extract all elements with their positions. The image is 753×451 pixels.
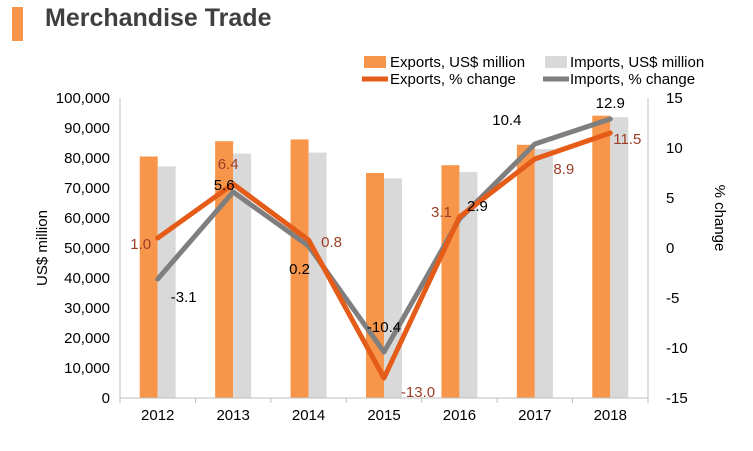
exports-pct-label-2016: 3.1 bbox=[431, 204, 452, 221]
exports-pct-label-2013: 6.4 bbox=[218, 156, 239, 173]
x-tick-label: 2018 bbox=[594, 407, 627, 424]
exports-bar-2014 bbox=[290, 139, 309, 398]
legend-label-imports-line: Imports, % change bbox=[570, 71, 695, 88]
y2-tick-label: 15 bbox=[666, 90, 683, 107]
imports-bar-2017 bbox=[534, 149, 553, 398]
legend-label-imports-bar: Imports, US$ million bbox=[570, 54, 704, 71]
y2-tick-label: -10 bbox=[666, 340, 688, 357]
y-tick-label: 60,000 bbox=[64, 210, 110, 227]
exports-pct-line bbox=[155, 130, 613, 381]
exports-bar-2017 bbox=[516, 144, 535, 398]
x-tick-label: 2015 bbox=[367, 407, 400, 424]
imports-bar-2012 bbox=[157, 166, 176, 398]
axes-layer: 0 10,000 20,000 30,000 40,000 50,000 60,000 70,… bbox=[34, 90, 728, 424]
y-tick-label: 0 bbox=[102, 390, 110, 407]
imports-pct-label-2017: 10.4 bbox=[492, 112, 521, 129]
exports-pct-label-2017: 8.9 bbox=[553, 161, 574, 178]
data-labels-layer: 1.0 6.4 0.8 -13.0 3.1 8.9 11.5 -3.1 5.6 0.2 -10.4 2… bbox=[130, 95, 641, 401]
legend-label-exports-bar: Exports, US$ million bbox=[390, 54, 525, 71]
x-tick-label: 2014 bbox=[292, 407, 325, 424]
imports-bar-2016 bbox=[459, 172, 478, 398]
imports-pct-label-2013: 5.6 bbox=[214, 177, 235, 194]
y2-tick-label: 10 bbox=[666, 140, 683, 157]
y2-tick-label: -5 bbox=[666, 290, 679, 307]
exports-pct-label-2015: -13.0 bbox=[401, 384, 435, 401]
imports-pct-label-2016: 2.9 bbox=[467, 198, 488, 215]
y-tick-label: 40,000 bbox=[64, 270, 110, 287]
imports-pct-line bbox=[155, 116, 613, 355]
exports-pct-label-2018: 11.5 bbox=[613, 131, 641, 148]
title-accent-bar bbox=[12, 7, 23, 41]
imports-pct-label-2015: -10.4 bbox=[367, 319, 401, 336]
y2-axis-title: % change bbox=[711, 185, 728, 252]
x-tick-label: 2013 bbox=[216, 407, 249, 424]
exports-bar-2016 bbox=[441, 165, 460, 398]
imports-bar-2013 bbox=[233, 153, 252, 398]
imports-bar-2014 bbox=[308, 152, 327, 398]
y-tick-label: 10,000 bbox=[64, 360, 110, 377]
legend-swatch-exports-bar bbox=[364, 56, 386, 68]
y-axis-title: US$ million bbox=[34, 210, 51, 286]
exports-bar-2018 bbox=[592, 115, 611, 398]
bars-layer bbox=[139, 115, 629, 398]
y-tick-label: 80,000 bbox=[64, 150, 110, 167]
imports-bar-2018 bbox=[610, 117, 629, 398]
y-tick-label: 30,000 bbox=[64, 300, 110, 317]
y2-tick-label: 0 bbox=[666, 240, 674, 257]
y-tick-label: 20,000 bbox=[64, 330, 110, 347]
exports-bar-2012 bbox=[139, 156, 158, 398]
legend-swatch-imports-bar bbox=[545, 56, 567, 68]
x-tick-label: 2016 bbox=[443, 407, 476, 424]
y-tick-label: 90,000 bbox=[64, 120, 110, 137]
legend-label-exports-line: Exports, % change bbox=[390, 71, 516, 88]
page-title: Merchandise Trade bbox=[45, 4, 272, 32]
legend: Exports, US$ million Imports, US$ million… bbox=[362, 54, 704, 88]
y2-tick-label: 5 bbox=[666, 190, 674, 207]
imports-pct-label-2018: 12.9 bbox=[596, 95, 625, 112]
lines-layer bbox=[155, 116, 613, 381]
exports-pct-label-2012: 1.0 bbox=[130, 236, 151, 253]
imports-bar-2015 bbox=[384, 178, 402, 398]
x-tick-label: 2012 bbox=[141, 407, 174, 424]
imports-pct-label-2014: 0.2 bbox=[289, 261, 310, 278]
y-tick-label: 100,000 bbox=[56, 90, 110, 107]
exports-pct-label-2014: 0.8 bbox=[321, 234, 342, 251]
y-tick-label: 70,000 bbox=[64, 180, 110, 197]
y2-tick-label: -15 bbox=[666, 390, 688, 407]
imports-pct-label-2012: -3.1 bbox=[171, 289, 197, 306]
y-tick-label: 50,000 bbox=[64, 240, 110, 257]
x-tick-label: 2017 bbox=[518, 407, 551, 424]
